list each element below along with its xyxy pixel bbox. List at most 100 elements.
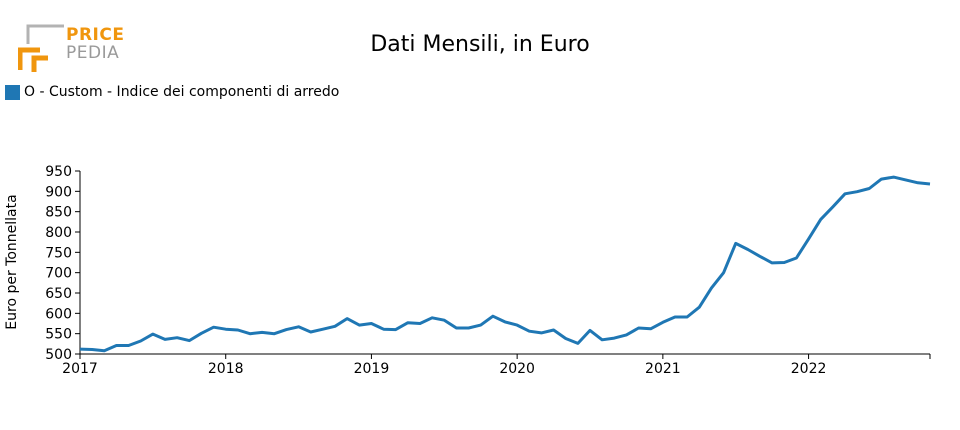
data-point[interactable]: [890, 173, 898, 181]
data-point[interactable]: [537, 329, 545, 337]
data-point[interactable]: [914, 179, 922, 187]
data-point[interactable]: [926, 180, 934, 188]
y-tick-label: 600: [45, 306, 72, 322]
chart-title: Dati Mensili, in Euro: [370, 32, 590, 57]
data-point[interactable]: [197, 329, 205, 337]
data-point[interactable]: [76, 345, 84, 353]
data-point[interactable]: [853, 188, 861, 196]
data-point[interactable]: [720, 269, 728, 277]
data-point[interactable]: [319, 325, 327, 333]
data-point[interactable]: [477, 321, 485, 329]
series-line: [79, 175, 931, 353]
data-point[interactable]: [222, 325, 230, 333]
data-point[interactable]: [489, 312, 497, 320]
legend[interactable]: O - Custom - Indice dei componenti di ar…: [5, 84, 339, 100]
logo-mark-icon: [17, 24, 64, 72]
data-point[interactable]: [210, 323, 218, 331]
data-point[interactable]: [137, 337, 145, 345]
y-tick-label: 550: [45, 327, 72, 343]
data-point[interactable]: [756, 252, 764, 260]
y-tick-label: 900: [45, 184, 72, 200]
data-point[interactable]: [125, 342, 133, 350]
data-point[interactable]: [877, 175, 885, 183]
data-point[interactable]: [586, 326, 594, 334]
data-point[interactable]: [100, 347, 108, 355]
axes: 500 550 600 650 700 750 800 850 900 950 2017 2018 20…: [45, 164, 931, 377]
data-point[interactable]: [841, 190, 849, 198]
data-point[interactable]: [416, 320, 424, 328]
data-point[interactable]: [513, 321, 521, 329]
data-point[interactable]: [865, 185, 873, 193]
data-point[interactable]: [452, 324, 460, 332]
data-point[interactable]: [744, 246, 752, 254]
data-point[interactable]: [683, 313, 691, 321]
data-point[interactable]: [295, 323, 303, 331]
data-point[interactable]: [331, 322, 339, 330]
data-point[interactable]: [246, 330, 254, 338]
x-tick-label: 2017: [62, 361, 98, 377]
data-point[interactable]: [392, 326, 400, 334]
data-point[interactable]: [805, 235, 813, 243]
logo-text-price: PRICE: [66, 25, 125, 45]
data-point[interactable]: [622, 331, 630, 339]
data-point[interactable]: [161, 335, 169, 343]
data-point[interactable]: [732, 239, 740, 247]
y-tick-label: 700: [45, 266, 72, 282]
x-tick-label: 2020: [499, 361, 535, 377]
y-tick-label: 800: [45, 225, 72, 241]
data-point[interactable]: [610, 334, 618, 342]
data-point[interactable]: [550, 326, 558, 334]
data-point[interactable]: [173, 334, 181, 342]
data-point[interactable]: [829, 203, 837, 211]
data-point[interactable]: [465, 324, 473, 332]
data-point[interactable]: [501, 318, 509, 326]
data-point[interactable]: [112, 342, 120, 350]
data-point[interactable]: [525, 327, 533, 335]
data-point[interactable]: [355, 321, 363, 329]
data-point[interactable]: [428, 314, 436, 322]
y-tick-label: 750: [45, 245, 72, 261]
legend-swatch: [5, 84, 20, 100]
x-tick-label: 2022: [791, 361, 827, 377]
data-point[interactable]: [343, 315, 351, 323]
y-tick-label: 950: [45, 164, 72, 180]
data-point[interactable]: [635, 324, 643, 332]
data-point[interactable]: [440, 316, 448, 324]
data-point[interactable]: [792, 254, 800, 262]
data-point[interactable]: [780, 259, 788, 267]
data-point[interactable]: [902, 176, 910, 184]
data-point[interactable]: [574, 339, 582, 347]
series-layer: [76, 173, 934, 355]
data-point[interactable]: [234, 326, 242, 334]
data-point[interactable]: [282, 326, 290, 334]
pricepedia-logo: PRICE PEDIA: [17, 22, 128, 74]
data-point[interactable]: [598, 336, 606, 344]
x-tick-label: 2021: [645, 361, 681, 377]
data-point[interactable]: [695, 303, 703, 311]
data-point[interactable]: [88, 346, 96, 354]
data-point[interactable]: [367, 320, 375, 328]
y-tick-label: 850: [45, 205, 72, 221]
data-point[interactable]: [307, 328, 315, 336]
y-tick-label: 500: [45, 347, 72, 363]
data-point[interactable]: [149, 330, 157, 338]
legend-label: O - Custom - Indice dei componenti di ar…: [24, 84, 340, 100]
x-tick-label: 2019: [354, 361, 390, 377]
data-point[interactable]: [258, 328, 266, 336]
data-point[interactable]: [562, 335, 570, 343]
data-point[interactable]: [659, 318, 667, 326]
data-point[interactable]: [817, 215, 825, 223]
y-axis-title: Euro per Tonnellata: [4, 194, 20, 329]
data-point[interactable]: [707, 284, 715, 292]
logo-text-pedia: PEDIA: [66, 43, 120, 63]
data-point[interactable]: [647, 325, 655, 333]
x-tick-label: 2018: [208, 361, 244, 377]
y-tick-label: 650: [45, 286, 72, 302]
data-point[interactable]: [270, 330, 278, 338]
data-point[interactable]: [380, 325, 388, 333]
data-point[interactable]: [185, 337, 193, 345]
data-point[interactable]: [768, 259, 776, 267]
data-point[interactable]: [671, 313, 679, 321]
data-point[interactable]: [404, 319, 412, 327]
